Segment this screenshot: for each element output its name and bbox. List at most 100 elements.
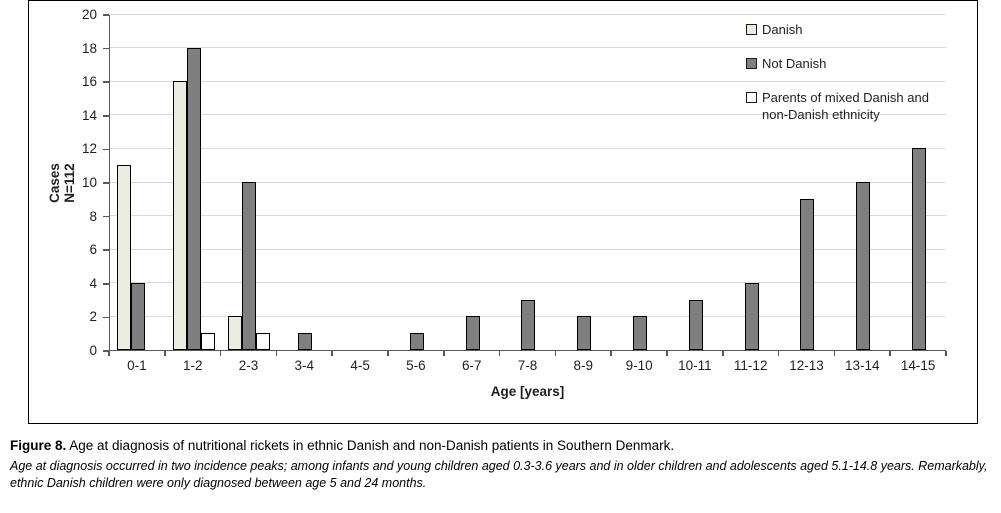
y-tick-mark (103, 249, 109, 251)
legend-swatch (746, 92, 757, 103)
bar-not-danish-1-2 (186, 47, 201, 350)
bar-group-14-15 (891, 15, 947, 350)
bar-not-danish-9-10 (633, 316, 648, 350)
y-tick-mark (103, 81, 109, 83)
gridline (110, 147, 946, 149)
x-tick-mark (777, 351, 780, 356)
bar-group-5-6 (389, 15, 445, 350)
caption-note: Age at diagnosis occurred in two inciden… (10, 458, 988, 491)
x-tick-label: 4-5 (350, 358, 370, 373)
plot-area: Danish Not Danish Parents of mixed Danis… (109, 13, 947, 351)
y-tick-label: 20 (81, 7, 97, 22)
gridline (110, 114, 946, 116)
x-tick-mark (945, 351, 947, 356)
bar-group-4-5 (333, 15, 389, 350)
x-tick-label: 0-1 (127, 358, 147, 373)
bar-danish-0-1 (116, 165, 131, 350)
x-tick-label: 13-14 (845, 358, 880, 373)
x-tick-mark (275, 351, 278, 356)
x-tick-mark (554, 351, 557, 356)
gridline (110, 47, 946, 49)
y-tick-label: 16 (81, 74, 97, 90)
bar-group-11-12 (724, 15, 780, 350)
bar-group-12-13 (780, 15, 836, 350)
bar-group-9-10 (612, 15, 668, 350)
legend-entry-mixed: Parents of mixed Danish and non-Danish e… (746, 89, 942, 123)
x-tick-label: 12-13 (789, 358, 824, 373)
legend-swatch (746, 58, 757, 69)
x-tick-label: 6-7 (461, 358, 482, 373)
x-tick-label: 7-8 (517, 358, 538, 373)
bar-group-8-9 (556, 15, 612, 350)
y-tick-label: 14 (81, 107, 97, 123)
bar-not-danish-13-14 (856, 182, 871, 350)
y-tick-label: 8 (89, 208, 97, 224)
y-tick-mark (103, 215, 109, 218)
bar-not-danish-0-1 (130, 282, 145, 350)
x-tick-mark (443, 351, 445, 356)
legend-entry-not-danish: Not Danish (746, 55, 942, 72)
bar-group-10-11 (668, 15, 724, 350)
gridline (110, 215, 946, 217)
gridline (110, 181, 946, 183)
y-tick-mark (103, 283, 109, 285)
bar-danish-2-3 (228, 316, 243, 350)
bar-not-danish-5-6 (409, 333, 424, 350)
x-tick-label: 5-6 (406, 358, 426, 373)
bar-not-danish-3-4 (298, 333, 313, 350)
gridline (110, 248, 946, 250)
x-tick-label: 11-12 (733, 358, 768, 373)
x-tick-mark (219, 351, 222, 356)
gridline (110, 282, 946, 284)
x-tick-mark (889, 351, 891, 356)
x-tick-mark (331, 351, 333, 356)
caption-title-text: Age at diagnosis of nutritional rickets … (66, 438, 675, 453)
caption-figure-label: Figure 8. (10, 438, 67, 453)
bar-not-danish-11-12 (744, 282, 759, 350)
y-tick-label: 4 (89, 275, 97, 291)
x-tick-mark (666, 351, 668, 356)
bar-group-7-8 (501, 15, 557, 350)
x-tick-mark (498, 351, 501, 356)
bar-not-danish-10-11 (688, 299, 703, 350)
bar-group-3-4 (277, 15, 333, 350)
bar-group-13-14 (835, 15, 891, 350)
y-tick-mark (103, 350, 109, 352)
bar-not-danish-7-8 (521, 299, 536, 350)
gridline (110, 13, 946, 15)
x-axis-title: Age [years] (490, 384, 565, 399)
x-tick-label: 14-15 (900, 358, 936, 373)
y-tick-label: 6 (89, 242, 97, 258)
legend-label: Danish (762, 22, 803, 37)
caption-main: Figure 8. Age at diagnosis of nutritiona… (10, 437, 996, 455)
bar-group-2-3 (222, 15, 278, 350)
legend: Danish Not Danish Parents of mixed Danis… (746, 21, 942, 140)
x-tick-mark (108, 351, 110, 356)
x-tick-mark (610, 351, 612, 356)
y-tick-label: 0 (89, 343, 97, 358)
bar-not-danish-12-13 (800, 198, 815, 350)
x-tick-label: 8-9 (573, 358, 594, 373)
bar-not-danish-8-9 (577, 316, 592, 350)
y-tick-mark (103, 115, 109, 117)
x-tick-label: 2-3 (238, 358, 259, 373)
bar-parents-of-mixed-danish-and-non-danish-ethnicity-1-2 (200, 333, 215, 350)
bar-not-danish-2-3 (242, 182, 257, 350)
x-tick-label: 10-11 (678, 358, 712, 373)
x-tick-label: 9-10 (625, 358, 653, 373)
bar-not-danish-14-15 (912, 148, 927, 350)
gridline (110, 80, 946, 82)
bar-parents-of-mixed-danish-and-non-danish-ethnicity-2-3 (256, 333, 271, 350)
y-tick-mark (103, 182, 109, 184)
y-tick-mark (103, 47, 109, 50)
legend-swatch (746, 24, 757, 35)
y-tick-label: 10 (81, 175, 97, 190)
y-tick-mark (103, 316, 109, 319)
chart-area: Cases N=112 0 2 4 6 8 10 12 14 16 18 20 Danish Not… (28, 0, 978, 424)
bar-group-1-2 (166, 15, 222, 350)
legend-label: Not Danish (762, 56, 827, 71)
bar-danish-1-2 (172, 81, 187, 350)
bar-not-danish-6-7 (465, 316, 480, 350)
figure-caption: Figure 8. Age at diagnosis of nutritiona… (10, 437, 996, 493)
